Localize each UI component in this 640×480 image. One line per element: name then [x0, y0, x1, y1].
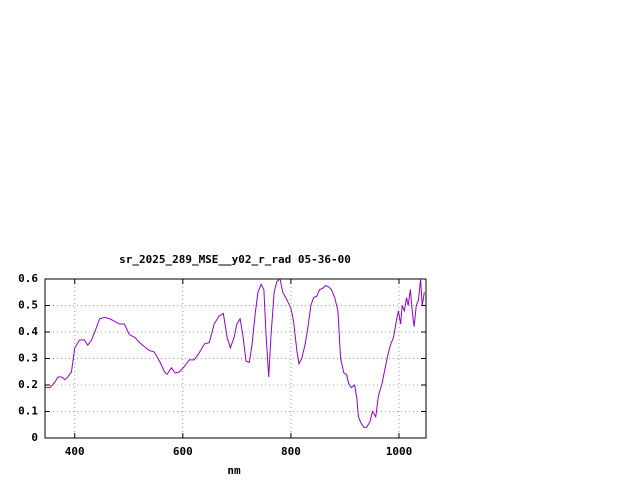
y-tick-label: 0.5	[18, 299, 38, 312]
plot-border	[44, 278, 427, 439]
y-tick-label: 0.3	[18, 352, 38, 365]
y-tick-label: 0	[31, 431, 38, 444]
chart-title: sr_2025_289_MSE__y02_r_rad 05-36-00	[119, 253, 351, 266]
data-line	[45, 278, 425, 428]
y-tick-label: 0.1	[18, 405, 38, 418]
x-axis-label: nm	[227, 464, 241, 477]
y-tick-label: 0.6	[18, 272, 38, 285]
y-tick-label: 0.2	[18, 378, 38, 391]
x-tick-label: 800	[281, 445, 301, 458]
y-tick-label: 0.4	[18, 325, 38, 338]
x-tick-label: 600	[173, 445, 193, 458]
x-tick-label: 400	[65, 445, 85, 458]
x-tick-label: 1000	[386, 445, 413, 458]
